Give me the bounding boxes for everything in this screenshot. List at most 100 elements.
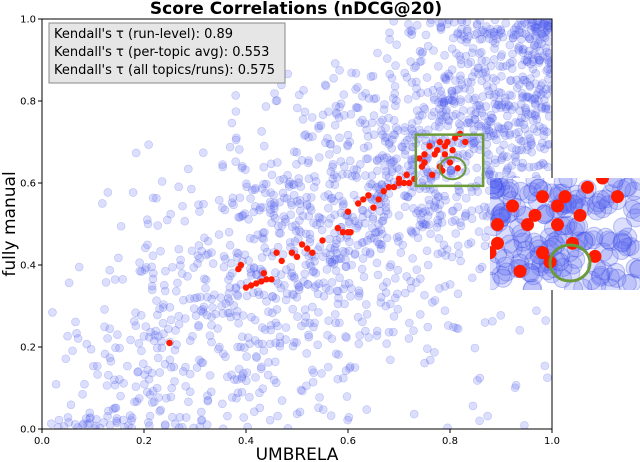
bg-point [225, 297, 234, 306]
bg-point [153, 221, 163, 230]
bg-point [218, 399, 227, 409]
bg-point [454, 249, 464, 259]
stat-per-topic-avg: Kendall's τ (per-topic avg): 0.553 [54, 45, 269, 60]
bg-point [112, 414, 122, 423]
bg-point [335, 102, 344, 112]
bg-point [332, 235, 341, 245]
bg-point [308, 132, 317, 141]
bg-point [431, 121, 440, 131]
bg-point [237, 374, 247, 383]
bg-point [453, 30, 462, 39]
bg-point [403, 192, 413, 202]
bg-point [539, 126, 549, 136]
bg-point [80, 379, 89, 389]
bg-point [497, 71, 506, 81]
bg-point [447, 89, 457, 99]
bg-point [541, 104, 551, 114]
bg-point [502, 61, 511, 71]
bg-point [267, 218, 277, 228]
bg-point [437, 115, 447, 125]
bg-point [521, 103, 530, 113]
bg-point [250, 185, 260, 194]
bg-point [256, 203, 265, 212]
bg-point [539, 131, 549, 140]
bg-point [427, 298, 437, 307]
bg-point [258, 339, 267, 349]
bg-point [323, 330, 332, 340]
bg-point [296, 227, 305, 237]
inset-data-point [566, 236, 579, 250]
bg-point [411, 227, 421, 236]
bg-point [354, 339, 364, 349]
bg-point [237, 211, 247, 221]
bg-point [326, 214, 335, 223]
bg-point [309, 182, 319, 192]
bg-point [145, 390, 155, 399]
bg-point [415, 310, 425, 319]
bg-point [279, 193, 289, 203]
inset-bg-point [563, 255, 583, 275]
inset-data-point [536, 246, 549, 260]
bg-point [245, 339, 255, 348]
bg-point [266, 208, 275, 218]
bg-point [535, 56, 544, 65]
inset-data-point [596, 178, 609, 185]
inset-bg-point [516, 240, 536, 260]
bg-point [429, 107, 439, 117]
bg-point [137, 346, 146, 356]
bg-point [314, 279, 324, 288]
bg-point [388, 94, 398, 103]
bg-point [484, 125, 493, 135]
bg-point [480, 318, 490, 327]
bg-point [270, 201, 279, 211]
bg-point [518, 48, 528, 58]
bg-point [300, 318, 310, 328]
bg-point [423, 344, 432, 354]
bg-point [535, 122, 544, 131]
bg-point [271, 96, 281, 106]
bg-point [436, 25, 446, 34]
inset-data-point [506, 199, 519, 213]
inset-bg-point [591, 265, 611, 285]
bg-point [200, 233, 209, 243]
bg-point [272, 96, 282, 105]
bg-point [530, 94, 539, 104]
bg-point [196, 292, 205, 302]
bg-point [480, 202, 489, 212]
bg-point [531, 79, 540, 89]
data-point [451, 134, 459, 142]
bg-point [472, 21, 482, 30]
bg-point [536, 90, 546, 99]
bg-point [180, 314, 190, 323]
bg-point [223, 411, 232, 421]
bg-point [409, 409, 419, 419]
bg-point [525, 134, 535, 143]
bg-point [338, 246, 348, 256]
bg-point [266, 188, 275, 197]
bg-point [275, 332, 285, 342]
bg-point [361, 89, 370, 98]
inset-data-point [581, 180, 594, 194]
bg-point [429, 46, 438, 55]
bg-point [455, 51, 464, 61]
bg-point [478, 211, 488, 220]
bg-point [246, 268, 256, 277]
bg-point [232, 248, 241, 257]
bg-point [538, 158, 548, 168]
inset-bg-point [490, 178, 503, 189]
bg-point [364, 94, 374, 103]
bg-point [116, 221, 126, 231]
bg-point [314, 307, 323, 317]
bg-point [491, 76, 501, 85]
bg-point [468, 401, 478, 411]
bg-point [400, 150, 410, 159]
bg-point [380, 161, 389, 171]
bg-point [301, 229, 311, 239]
bg-point [388, 135, 397, 145]
bg-point [195, 254, 204, 263]
bg-point [383, 209, 393, 219]
bg-point [346, 292, 355, 301]
bg-point [407, 227, 416, 237]
data-point [441, 151, 449, 158]
zoom-inset [490, 178, 640, 290]
